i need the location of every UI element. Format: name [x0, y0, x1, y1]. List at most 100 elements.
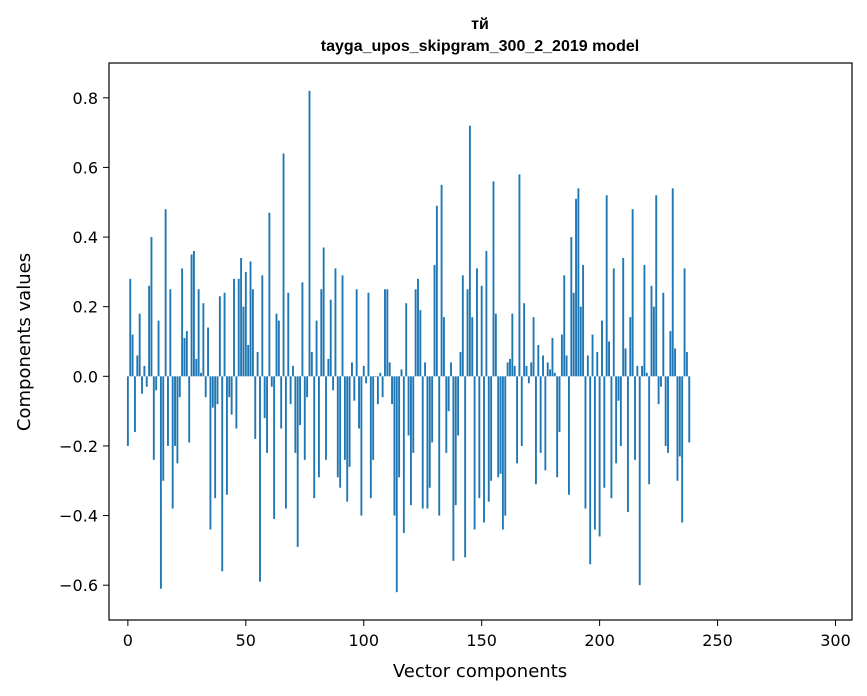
- bar: [372, 376, 375, 460]
- bar: [417, 278, 419, 377]
- bar: [454, 376, 457, 506]
- bar: [513, 365, 516, 377]
- bar: [660, 376, 662, 387]
- x-axis-ticks: 0 50 100 150 200 250 300: [123, 620, 851, 650]
- bar: [230, 376, 233, 415]
- bar: [492, 181, 495, 377]
- bar: [556, 376, 559, 478]
- bar: [301, 282, 304, 377]
- y-tick-label: 0.6: [73, 158, 98, 177]
- bar: [593, 376, 596, 530]
- bar: [407, 376, 410, 436]
- bar: [332, 376, 335, 391]
- bar: [534, 376, 537, 485]
- bar: [171, 376, 174, 509]
- bar: [643, 264, 646, 377]
- bar: [339, 376, 342, 488]
- y-tick-label: −0.6: [59, 576, 98, 595]
- y-tick-label: −0.2: [59, 437, 98, 456]
- bar: [204, 376, 207, 398]
- bar: [296, 376, 299, 547]
- bar: [662, 292, 665, 377]
- bar: [447, 376, 450, 412]
- bar: [473, 376, 476, 530]
- bar: [169, 289, 172, 377]
- bar: [471, 317, 474, 377]
- bar: [582, 264, 585, 377]
- bar: [631, 209, 634, 377]
- bar: [572, 292, 575, 377]
- bar: [626, 376, 629, 513]
- bar: [292, 365, 294, 377]
- bar: [138, 313, 141, 377]
- bar: [494, 313, 497, 377]
- bar: [145, 376, 148, 387]
- bar: [237, 278, 240, 377]
- plot-frame: [108, 62, 853, 621]
- bar: [669, 331, 672, 377]
- chart-title-line-2: tayga_upos_skipgram_300_2_2019 model: [321, 38, 639, 55]
- bar: [568, 376, 570, 495]
- bar: [306, 376, 309, 398]
- bar: [676, 376, 679, 481]
- bar: [476, 268, 478, 377]
- bar: [636, 365, 639, 377]
- bar: [667, 376, 669, 453]
- bar: [575, 198, 577, 377]
- bar: [634, 376, 636, 460]
- bar: [480, 285, 483, 377]
- bar: [294, 376, 297, 453]
- x-tick-label: 250: [702, 631, 733, 650]
- bar: [358, 376, 360, 429]
- bar: [221, 376, 224, 572]
- bar: [584, 376, 587, 509]
- bar: [228, 376, 231, 398]
- bar-series: [126, 90, 691, 593]
- bar: [136, 355, 139, 377]
- y-tick-label: 0.4: [73, 228, 98, 247]
- bar: [183, 338, 186, 377]
- bar: [523, 303, 526, 377]
- bar: [188, 376, 191, 443]
- bar: [461, 275, 464, 377]
- bar: [509, 358, 511, 377]
- bar: [445, 376, 448, 453]
- bar: [431, 376, 434, 443]
- bar: [650, 285, 653, 377]
- bar: [148, 285, 151, 377]
- bar: [164, 209, 167, 377]
- bar: [537, 344, 540, 377]
- bar: [683, 268, 686, 377]
- bar: [299, 376, 301, 426]
- bar: [388, 362, 391, 377]
- bar: [379, 372, 382, 377]
- bar: [249, 261, 252, 377]
- bar: [624, 348, 627, 377]
- bar: [216, 376, 219, 405]
- bar: [657, 376, 660, 405]
- bar: [129, 278, 132, 377]
- bar: [435, 205, 438, 377]
- x-axis-label: Vector components: [393, 661, 567, 682]
- bar: [351, 362, 353, 377]
- bar: [551, 338, 554, 377]
- bar: [638, 376, 641, 586]
- bar: [277, 320, 280, 377]
- bar: [433, 264, 436, 377]
- bar: [192, 250, 195, 377]
- bar: [190, 254, 193, 377]
- bar: [275, 313, 278, 377]
- bar: [162, 376, 165, 481]
- bar: [174, 376, 176, 446]
- bar: [685, 351, 688, 377]
- bar: [325, 376, 327, 460]
- bar: [209, 376, 212, 530]
- bar: [386, 289, 389, 377]
- bar: [615, 376, 618, 464]
- bar: [424, 362, 427, 377]
- bar: [539, 376, 542, 453]
- bar: [674, 348, 677, 377]
- bar: [511, 313, 514, 377]
- bar: [207, 327, 210, 377]
